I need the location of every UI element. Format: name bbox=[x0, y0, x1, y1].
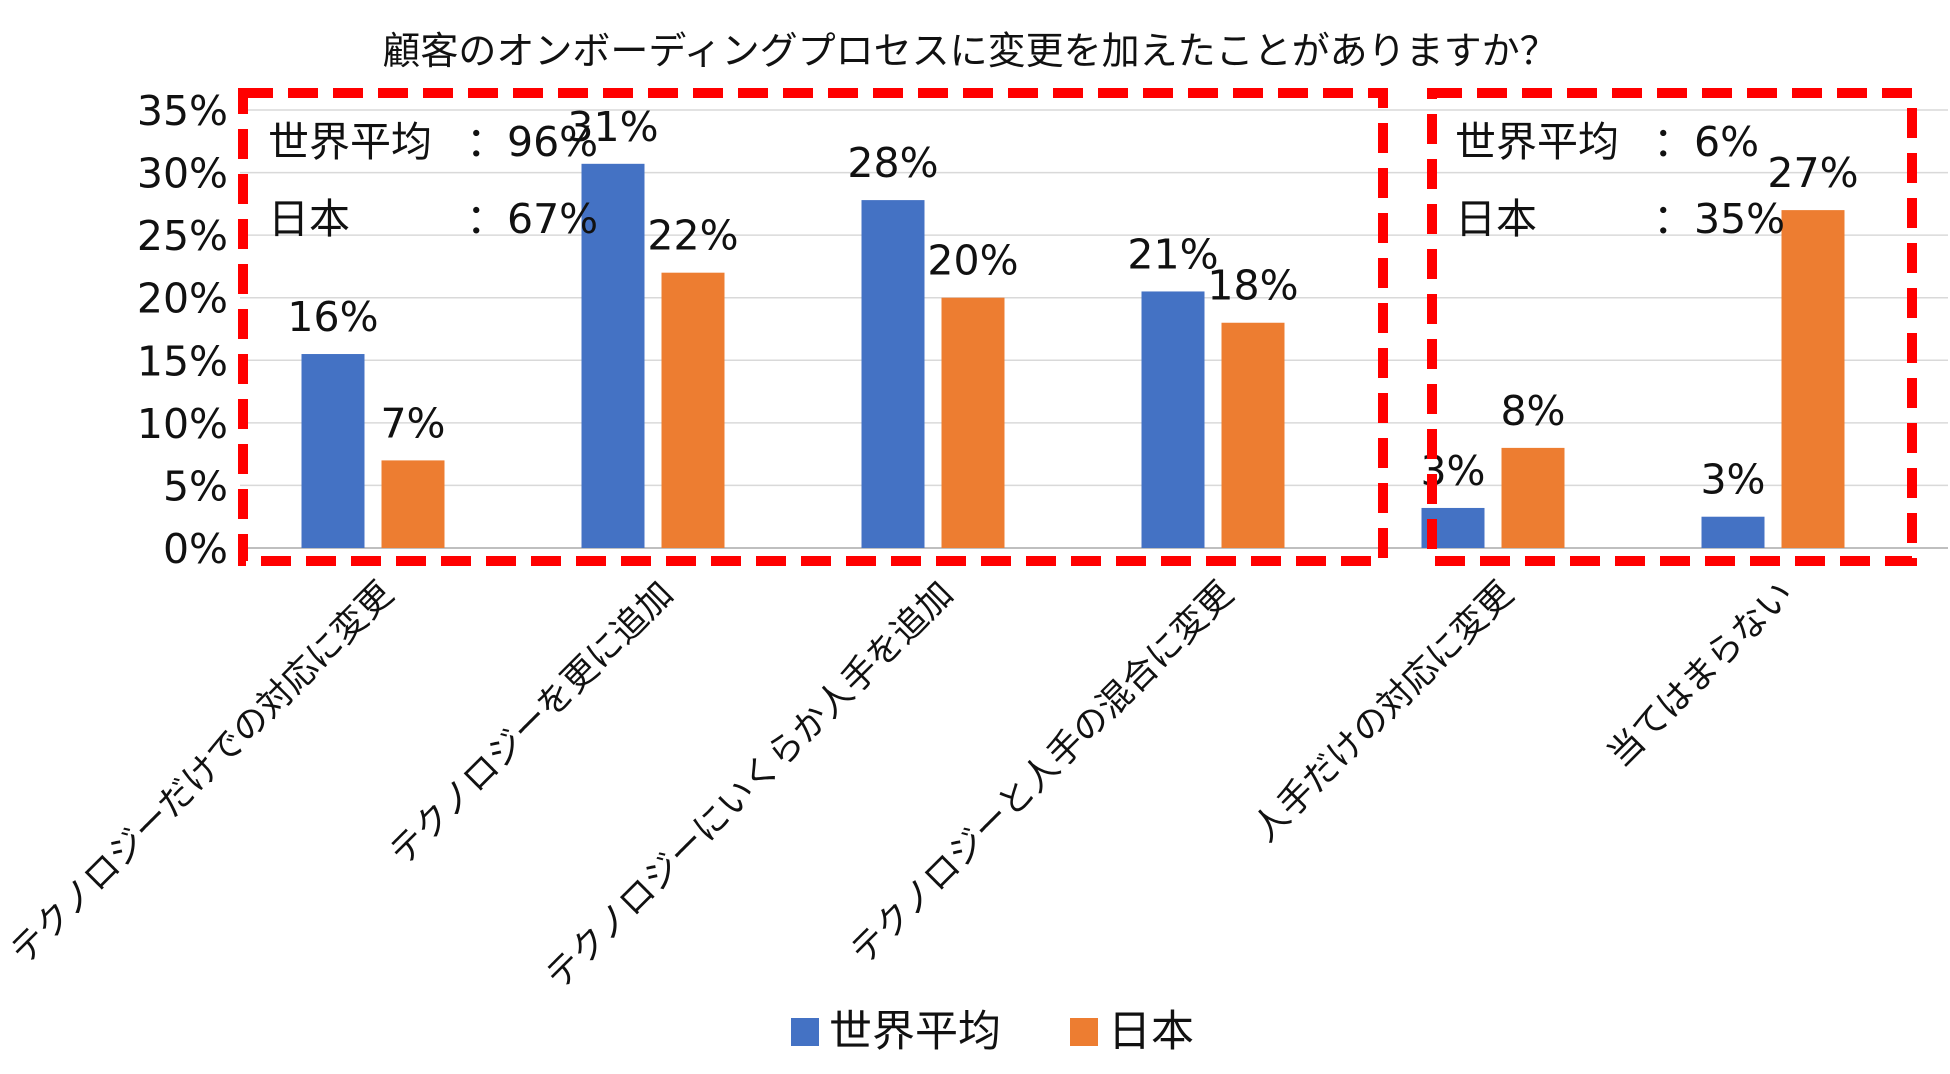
annotation-value: ：96% bbox=[466, 118, 598, 166]
category-label: 当てはまらない bbox=[1600, 574, 1801, 775]
annotation-label: 日本 bbox=[1455, 195, 1537, 243]
category-label: テクノロジーだけでの対応に変更 bbox=[3, 574, 401, 972]
annotation-box bbox=[1427, 88, 1917, 566]
y-tick-label: 30% bbox=[137, 150, 228, 198]
category-label: テクノロジーを更に追加 bbox=[382, 574, 681, 873]
annotation-value: ：67% bbox=[466, 195, 598, 243]
legend-label: 日本 bbox=[1108, 1007, 1194, 1057]
bar bbox=[1781, 210, 1845, 548]
bar bbox=[301, 354, 365, 548]
data-label: 8% bbox=[1500, 387, 1565, 435]
y-tick-label: 10% bbox=[137, 400, 228, 448]
y-axis: 0% 5% 10% 15% 20% 25% 30% 35% bbox=[137, 87, 228, 573]
data-label: 28% bbox=[847, 139, 938, 187]
bar bbox=[1221, 322, 1285, 548]
bar bbox=[381, 460, 445, 548]
data-label: 21% bbox=[1127, 230, 1218, 278]
annotation-value: ：6% bbox=[1653, 118, 1759, 166]
y-tick-label: 0% bbox=[163, 525, 228, 573]
y-tick-label: 20% bbox=[137, 275, 228, 323]
category-label: 人手だけの対応に変更 bbox=[1246, 574, 1522, 850]
data-label: 3% bbox=[1700, 456, 1765, 504]
annotation-label: 世界平均 bbox=[1455, 118, 1619, 166]
annotation-value: ：35% bbox=[1653, 195, 1785, 243]
data-labels: 16%31%28%21%3% 3%7%22%20%18%8%27% bbox=[287, 103, 1858, 504]
y-tick-label: 35% bbox=[137, 87, 228, 135]
annotation-label: 日本 bbox=[268, 195, 350, 243]
data-label: 20% bbox=[927, 237, 1018, 285]
gridlines bbox=[240, 109, 1948, 549]
y-tick-label: 25% bbox=[137, 212, 228, 260]
bar bbox=[661, 272, 725, 548]
bar bbox=[941, 297, 1005, 548]
data-label: 22% bbox=[647, 212, 738, 260]
annotation-label: 世界平均 bbox=[268, 118, 432, 166]
annotation-boxes: 世界平均 ：96% 日本 ：67% 世界平均 ：6% 日本 ：35% bbox=[238, 88, 1917, 566]
y-tick-label: 15% bbox=[137, 337, 228, 385]
y-tick-label: 5% bbox=[163, 462, 228, 510]
bar bbox=[1141, 291, 1205, 548]
chart-title: 顧客のオンボーディングプロセスに変更を加えたことがありますか？ bbox=[382, 29, 1557, 73]
legend: 世界平均 日本 bbox=[791, 1007, 1194, 1057]
legend-swatch bbox=[791, 1018, 819, 1046]
data-label: 16% bbox=[287, 293, 378, 341]
data-label: 7% bbox=[380, 399, 445, 447]
data-label: 27% bbox=[1767, 149, 1858, 197]
legend-label: 世界平均 bbox=[829, 1007, 1001, 1057]
x-axis: テクノロジーだけでの対応に変更テクノロジーを更に追加テクノロジーにいくらか人手を… bbox=[3, 574, 1801, 997]
annotation-box bbox=[238, 88, 1388, 566]
bars bbox=[301, 163, 1845, 549]
bar bbox=[861, 200, 925, 549]
bar bbox=[1501, 447, 1565, 548]
bar bbox=[581, 163, 645, 548]
data-label: 31% bbox=[567, 103, 658, 151]
bar bbox=[1701, 516, 1765, 548]
data-label: 18% bbox=[1207, 262, 1298, 310]
legend-swatch bbox=[1070, 1018, 1098, 1046]
